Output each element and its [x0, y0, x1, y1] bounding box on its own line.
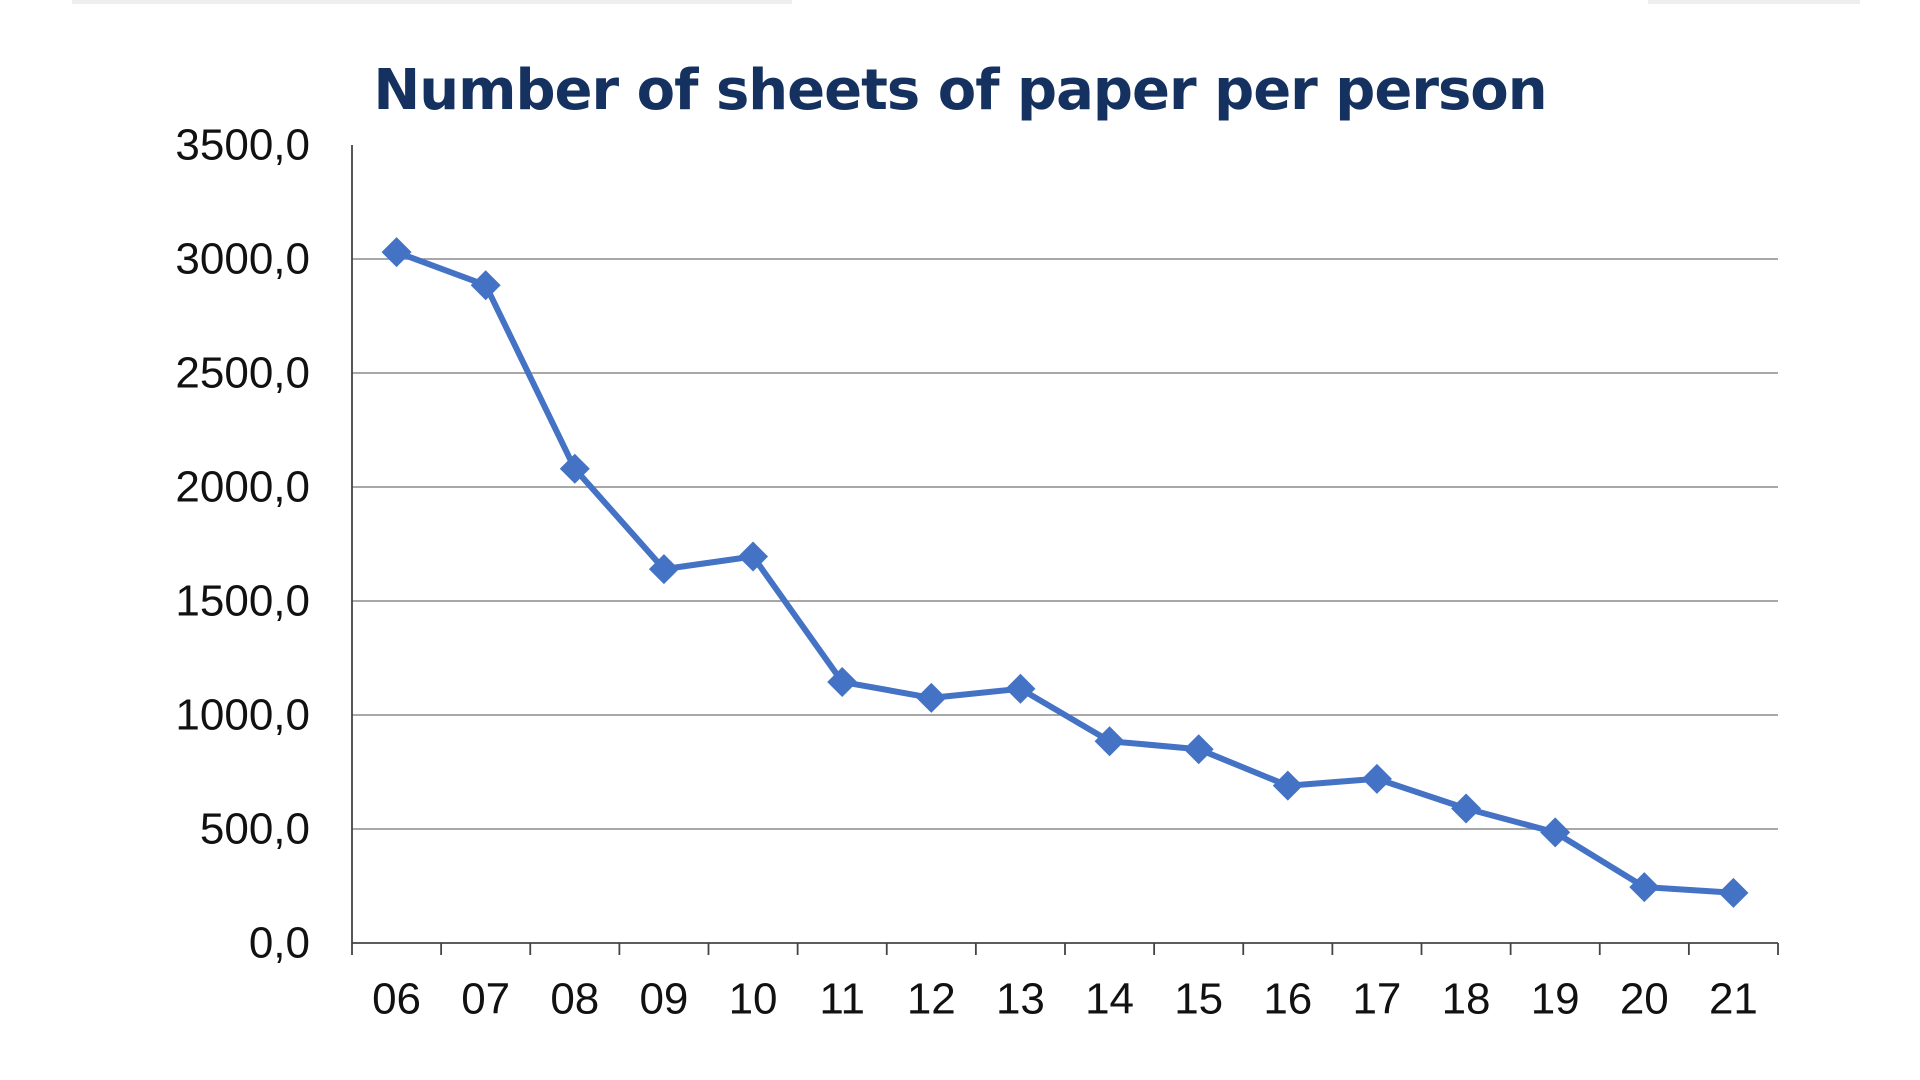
x-tick-label: 18 [1442, 975, 1491, 1024]
y-tick-label: 3000,0 [175, 235, 310, 284]
data-point-marker [1451, 793, 1482, 824]
y-tick-label: 500,0 [200, 805, 310, 854]
data-point-marker [1183, 734, 1214, 765]
data-point-marker [1272, 770, 1303, 801]
data-point-marker [381, 237, 412, 268]
y-tick-labels: 0,0 500,0 1000,0 1500,0 2000,0 2500,0 3000,0 35… [175, 121, 310, 968]
x-tick-label: 17 [1352, 975, 1401, 1024]
data-point-marker [1629, 872, 1660, 903]
data-point-marker [559, 453, 590, 484]
y-tick-label: 1500,0 [175, 577, 310, 626]
x-tick-label: 11 [819, 975, 865, 1024]
x-tick-label: 06 [372, 975, 421, 1024]
y-tick-label: 1000,0 [175, 691, 310, 740]
data-point-marker [1094, 726, 1125, 757]
data-point-marker [1718, 877, 1749, 908]
x-tick-label: 07 [461, 975, 510, 1024]
series [381, 237, 1749, 908]
x-tick-label: 10 [729, 975, 778, 1024]
x-tick-label: 13 [996, 975, 1045, 1024]
x-tick-label: 14 [1085, 975, 1134, 1024]
x-tick-label: 09 [639, 975, 688, 1024]
y-tick-label: 0,0 [249, 919, 310, 968]
y-tick-label: 3500,0 [175, 121, 310, 170]
series-line [393, 249, 1737, 896]
top-strip-right [1648, 0, 1860, 4]
x-tick-labels: 06 07 08 09 10 11 12 13 14 15 16 17 18 19 20 21 [372, 975, 1758, 1024]
data-point-marker [1361, 763, 1392, 794]
x-tick-label: 21 [1709, 975, 1758, 1024]
data-point-marker [470, 270, 501, 301]
data-point-marker [1540, 817, 1571, 848]
data-point-marker [827, 666, 858, 697]
x-tick-label: 08 [550, 975, 599, 1024]
y-tick-label: 2000,0 [175, 463, 310, 512]
axes [351, 145, 1779, 955]
x-tick-label: 16 [1263, 975, 1312, 1024]
x-tick-label: 12 [907, 975, 956, 1024]
x-tick-label: 15 [1174, 975, 1223, 1024]
gridlines [352, 258, 1778, 830]
x-tick-label: 19 [1531, 975, 1580, 1024]
data-point-marker [1005, 673, 1036, 704]
data-point-marker [738, 541, 769, 572]
x-tick-label: 20 [1620, 975, 1669, 1024]
data-point-marker [648, 554, 679, 585]
chart-title: Number of sheets of paper per person [373, 58, 1547, 123]
y-tick-label: 2500,0 [175, 349, 310, 398]
top-strip-left [72, 0, 792, 4]
data-point-marker [916, 682, 947, 713]
